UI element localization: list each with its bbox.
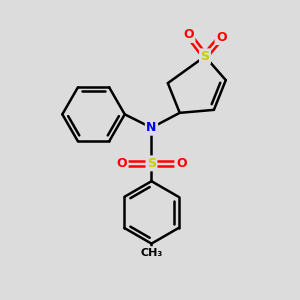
Text: N: N [146,121,157,134]
Text: O: O [183,28,194,41]
Text: O: O [116,157,127,170]
Text: S: S [147,157,156,170]
Text: O: O [176,157,187,170]
Text: S: S [200,50,209,63]
Text: O: O [216,31,226,44]
Text: CH₃: CH₃ [140,248,163,257]
